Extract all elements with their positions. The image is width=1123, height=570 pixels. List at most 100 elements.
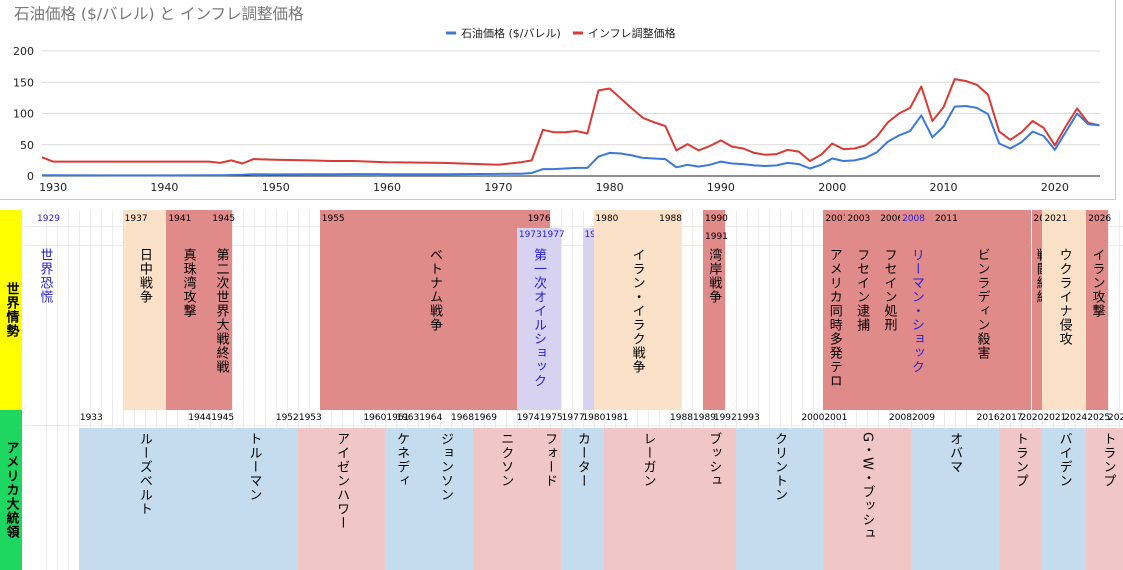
president-block bbox=[538, 428, 561, 570]
world-event-block bbox=[823, 210, 846, 410]
president-name: ルーズベルト bbox=[136, 432, 152, 516]
president-end-year: 2024 bbox=[1064, 413, 1088, 423]
world-event-year: 1990 bbox=[705, 214, 728, 224]
world-event-year: 1945 bbox=[212, 214, 236, 224]
president-block bbox=[560, 428, 605, 570]
world-event-block bbox=[166, 210, 211, 410]
world-event-block bbox=[1042, 210, 1087, 410]
president-start-year: 1975 bbox=[539, 413, 563, 423]
grid-column-line bbox=[801, 210, 803, 570]
president-block bbox=[823, 428, 912, 570]
timeline: 世界情勢 アメリカ大統領 1929 世界恐慌 1937 日中戦争 1941 真珠湾攻撃 1945… bbox=[0, 210, 1123, 570]
president-start-year: 1969 bbox=[474, 413, 497, 423]
president-name: ジョンソン bbox=[437, 432, 453, 502]
grid-column-line bbox=[254, 210, 256, 570]
president-start-year: 1981 bbox=[605, 413, 629, 423]
president-end-year: 2008 bbox=[889, 413, 912, 423]
oil-price-chart: 0 50 100 150 200 1930 1940 1950 1960 1970 1980 1990… bbox=[13, 26, 1100, 194]
president-end-year: 1963 bbox=[396, 413, 420, 423]
world-event-name: 第一次オイルショック bbox=[531, 248, 547, 388]
president-start-year: 1989 bbox=[693, 413, 716, 423]
grid-column-line bbox=[571, 210, 573, 570]
president-start-year: 1933 bbox=[79, 413, 103, 423]
president-name: ケネディ bbox=[394, 432, 410, 488]
x-tick-label: 2010 bbox=[930, 181, 958, 194]
grid-column-line bbox=[768, 210, 770, 570]
world-event-block bbox=[210, 210, 233, 410]
y-tick-label: 100 bbox=[13, 108, 34, 121]
x-tick-label: 1980 bbox=[596, 181, 624, 194]
oil-price-line bbox=[41, 105, 1100, 177]
president-end-year: 2020 bbox=[1020, 413, 1044, 423]
world-event-sub-year: 1991 bbox=[705, 232, 728, 242]
president-name: フォード bbox=[541, 432, 557, 488]
world-event-name: イラン・イラク戦争 bbox=[629, 248, 645, 374]
grid-column-line bbox=[243, 210, 245, 570]
president-name: オバマ bbox=[947, 432, 963, 474]
world-event-block bbox=[845, 210, 879, 410]
president-start-year: 2009 bbox=[912, 413, 935, 423]
world-event-year: 19731977 bbox=[518, 230, 565, 240]
president-block bbox=[210, 428, 298, 570]
president-end-year: 1980 bbox=[582, 413, 606, 423]
president-end-year: 2016 bbox=[976, 413, 1000, 423]
x-tick-label: 2020 bbox=[1041, 181, 1069, 194]
president-name: カーター bbox=[574, 432, 590, 488]
grid-column-line bbox=[1108, 210, 1110, 570]
president-start-year: 2021 bbox=[1043, 413, 1067, 423]
grid-row-line bbox=[22, 245, 1123, 246]
president-block bbox=[1086, 428, 1123, 570]
president-end-year: 1944 bbox=[188, 413, 212, 423]
legend-label: インフレ調整価格 bbox=[588, 26, 676, 40]
president-block bbox=[735, 428, 824, 570]
president-block bbox=[418, 428, 474, 570]
world-event-end-year: 1988 bbox=[659, 214, 682, 224]
grid-column-line bbox=[275, 210, 277, 570]
grid-column-line bbox=[67, 210, 69, 570]
world-event-year: 2003 bbox=[847, 214, 871, 224]
chart-title: 石油価格 ($/バレル) と インフレ調整価格 bbox=[14, 5, 304, 23]
president-end-year: 2000 bbox=[801, 413, 825, 423]
grid-column-line bbox=[757, 210, 759, 570]
grid-column-line bbox=[779, 210, 781, 570]
world-event-year: 2006 bbox=[880, 214, 904, 224]
world-event-year: 1955 bbox=[321, 214, 345, 224]
president-end-year: 1988 bbox=[670, 413, 693, 423]
president-name: G・W・ブッシュ bbox=[859, 432, 875, 541]
world-situation-label: 世界情勢 bbox=[0, 210, 22, 410]
grid-column-line bbox=[681, 210, 683, 570]
president-start-year: 2001 bbox=[824, 413, 848, 423]
president-name: ブッシュ bbox=[706, 432, 722, 488]
president-name: トランプ bbox=[1100, 432, 1116, 488]
world-event-name: ベトナム戦争 bbox=[427, 248, 443, 332]
world-event-block bbox=[1086, 210, 1109, 410]
world-event-block bbox=[900, 210, 933, 410]
grid-column-line bbox=[297, 210, 299, 570]
world-event-year: 2011 bbox=[934, 214, 958, 224]
president-block bbox=[692, 428, 736, 570]
grid-column-line bbox=[692, 210, 694, 570]
x-tick-label: 1940 bbox=[150, 181, 178, 194]
world-event-year: 2001 bbox=[825, 214, 849, 224]
world-event-name: 真珠湾攻撃 bbox=[180, 248, 196, 318]
president-name: トランプ bbox=[1012, 432, 1028, 488]
grid-row-line bbox=[22, 226, 1123, 227]
president-block bbox=[998, 428, 1043, 570]
grid-column-line bbox=[560, 210, 562, 570]
grid-column-line bbox=[1119, 210, 1121, 570]
president-name: レーガン bbox=[640, 432, 656, 488]
president-end-year: 1960 bbox=[363, 413, 387, 423]
x-tick-label: 1970 bbox=[484, 181, 512, 194]
world-event-year: 2026 bbox=[1088, 214, 1112, 224]
world-event-name: フセイン逮捕 bbox=[854, 248, 870, 332]
world-event-block bbox=[593, 210, 682, 410]
world-event-name: フセイン処刑 bbox=[881, 248, 897, 332]
president-block bbox=[78, 428, 211, 570]
world-event-name: 日中戦争 bbox=[136, 248, 152, 304]
world-event-name: リーマン・ショック bbox=[908, 248, 924, 374]
world-event-year: 1937 bbox=[124, 214, 148, 224]
president-end-year: 1952 bbox=[275, 413, 299, 423]
grid-column-line bbox=[265, 210, 266, 570]
us-president-label: アメリカ大統領 bbox=[0, 410, 22, 570]
world-event-block bbox=[703, 210, 725, 410]
